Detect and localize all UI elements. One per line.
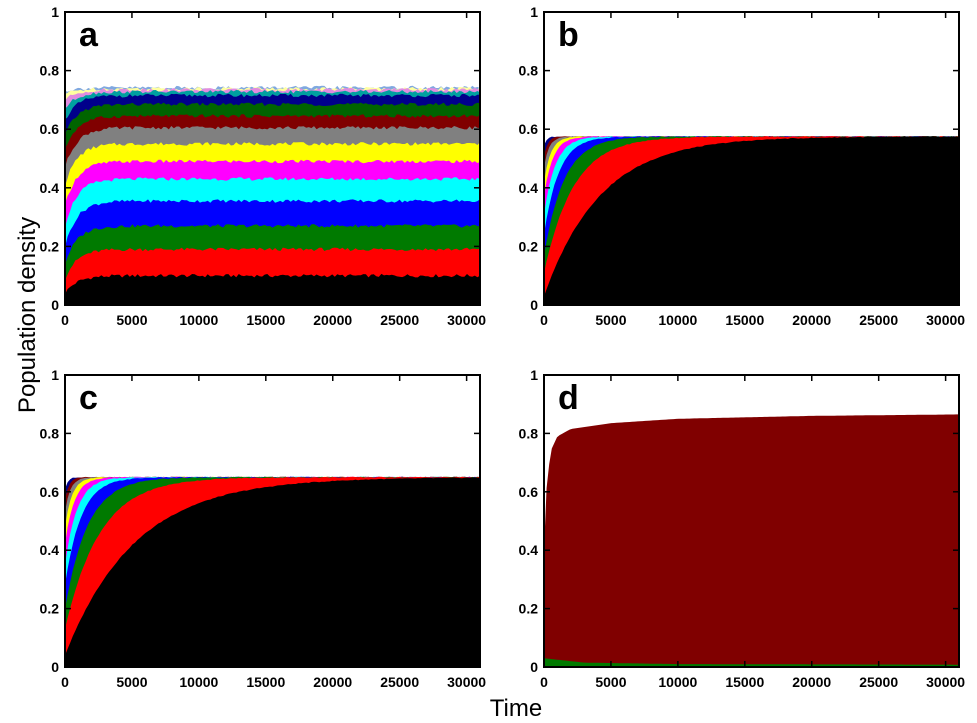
y-tick-label: 1 <box>51 4 59 20</box>
y-tick-label: 0.4 <box>519 542 539 558</box>
panel-letter-d: d <box>558 379 579 417</box>
y-tick-label: 0.6 <box>519 121 539 137</box>
x-tick-label: 30000 <box>926 312 965 328</box>
y-tick-label: 1 <box>51 367 59 383</box>
panel-letter-c: c <box>79 379 98 417</box>
y-tick-label: 0.6 <box>40 484 60 500</box>
y-tick-label: 0.8 <box>519 63 539 79</box>
x-tick-label: 0 <box>540 674 548 690</box>
x-tick-label: 15000 <box>246 674 285 690</box>
x-tick-label: 30000 <box>447 674 486 690</box>
x-tick-label: 5000 <box>595 312 626 328</box>
plot-area-a <box>65 85 480 305</box>
plot-area-d <box>544 414 959 667</box>
y-tick-label: 0.2 <box>519 601 539 617</box>
y-tick-label: 0.8 <box>519 425 539 441</box>
plot-area-b <box>544 136 959 305</box>
x-tick-label: 10000 <box>179 312 218 328</box>
x-tick-label: 20000 <box>792 312 831 328</box>
y-tick-label: 0 <box>51 297 59 313</box>
x-tick-label: 5000 <box>116 312 147 328</box>
y-tick-label: 0.4 <box>519 180 539 196</box>
x-tick-label: 20000 <box>313 674 352 690</box>
x-tick-label: 25000 <box>380 674 419 690</box>
panel-d: 0 0.2 0.4 0.6 0.8 1 0 5000 10000 15000 20000 25000 3… <box>519 367 966 690</box>
x-tick-label: 5000 <box>116 674 147 690</box>
y-tick-label: 0 <box>51 659 59 675</box>
x-tick-label: 20000 <box>792 674 831 690</box>
y-tick-label: 0 <box>530 297 538 313</box>
area-band-a-0 <box>65 273 480 305</box>
panel-letter-b: b <box>558 16 579 54</box>
x-tick-label: 5000 <box>595 674 626 690</box>
x-tick-label: 0 <box>61 674 69 690</box>
y-tick-label: 0.4 <box>40 542 60 558</box>
x-tick-label: 20000 <box>313 312 352 328</box>
area-band-c-0 <box>65 477 480 667</box>
axes-frame-d <box>543 374 960 668</box>
axes-frame-c <box>64 374 481 668</box>
y-tick-label: 0.8 <box>40 425 60 441</box>
y-tick-label: 0.6 <box>519 484 539 500</box>
y-tick-label: 0.2 <box>519 238 539 254</box>
panel-b: 0 0.2 0.4 0.6 0.8 1 0 5000 10000 15000 20000 25000 3… <box>519 4 966 328</box>
panel-a: 0 0.2 0.4 0.6 0.8 1 0 5000 10000 15000 20000 25000 3… <box>40 4 487 328</box>
x-tick-label: 30000 <box>447 312 486 328</box>
y-tick-label: 0 <box>530 659 538 675</box>
x-tick-label: 25000 <box>859 312 898 328</box>
y-tick-label: 0.8 <box>40 63 60 79</box>
axes-frame-a <box>64 11 481 306</box>
y-tick-label: 0.6 <box>40 121 60 137</box>
x-tick-label: 30000 <box>926 674 965 690</box>
x-tick-label: 15000 <box>246 312 285 328</box>
area-band-d-0 <box>544 658 959 667</box>
x-tick-label: 15000 <box>725 674 764 690</box>
panel-letter-a: a <box>79 16 99 54</box>
y-tick-label: 0.2 <box>40 601 60 617</box>
y-tick-label: 1 <box>530 4 538 20</box>
x-tick-label: 0 <box>61 312 69 328</box>
y-axis-title: Population density <box>14 217 41 413</box>
panel-c: 0 0.2 0.4 0.6 0.8 1 0 5000 10000 15000 20000 25000 3… <box>40 367 487 690</box>
x-axis-title: Time <box>490 695 542 722</box>
x-tick-label: 25000 <box>380 312 419 328</box>
x-tick-label: 15000 <box>725 312 764 328</box>
area-band-b-0 <box>544 136 959 305</box>
x-tick-label: 0 <box>540 312 548 328</box>
area-band-d-1 <box>544 414 959 667</box>
y-tick-label: 1 <box>530 367 538 383</box>
x-tick-label: 10000 <box>179 674 218 690</box>
y-tick-label: 0.2 <box>40 238 60 254</box>
x-tick-label: 10000 <box>658 312 697 328</box>
x-tick-label: 25000 <box>859 674 898 690</box>
axes-frame-b <box>543 11 960 306</box>
x-tick-label: 10000 <box>658 674 697 690</box>
plot-area-c <box>65 476 480 667</box>
y-tick-label: 0.4 <box>40 180 60 196</box>
